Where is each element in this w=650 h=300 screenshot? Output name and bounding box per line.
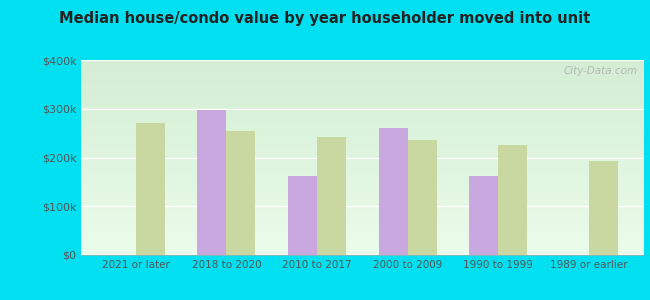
Bar — [226, 131, 255, 255]
Bar — [379, 128, 408, 255]
Bar — [288, 176, 317, 255]
Text: Median house/condo value by year householder moved into unit: Median house/condo value by year househo… — [59, 11, 591, 26]
Bar — [198, 110, 226, 255]
Bar — [499, 145, 527, 255]
Bar — [136, 123, 164, 255]
Bar — [469, 176, 499, 255]
Text: City-Data.com: City-Data.com — [564, 66, 638, 76]
Bar — [317, 136, 346, 255]
Bar — [408, 140, 437, 255]
Bar — [589, 161, 618, 255]
